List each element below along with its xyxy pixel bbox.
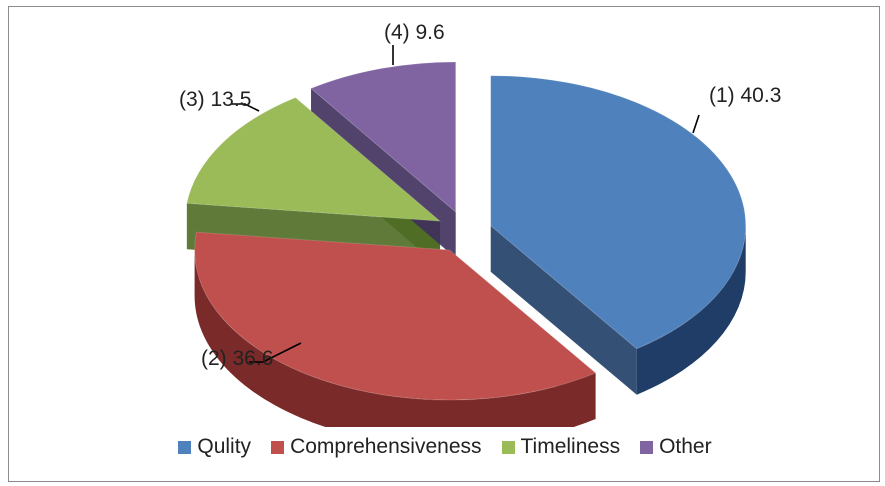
slice-cut-qulity-1 xyxy=(490,225,637,395)
slice-side-comprehensiveness xyxy=(194,250,596,427)
slice-other xyxy=(310,61,457,214)
legend-label-timeliness: Timeliness xyxy=(520,435,621,458)
slice-comprehensiveness xyxy=(194,231,597,401)
legend-label-other: Other xyxy=(659,435,712,458)
slice-qulity xyxy=(490,75,747,350)
legend-swatch-qulity xyxy=(178,440,192,454)
pie-tops xyxy=(186,61,747,401)
legend-item-qulity: Qulity xyxy=(178,435,251,459)
legend-swatch-comprehensiveness xyxy=(271,440,285,454)
data-label-timeliness: (3) 13.5 xyxy=(179,88,251,111)
legend-label-qulity: Qulity xyxy=(197,435,252,458)
slice-side-qulity xyxy=(636,225,746,395)
legend-item-timeliness: Timeliness xyxy=(501,435,621,459)
legend-item-comprehensiveness: Comprehensiveness xyxy=(271,435,482,459)
legend-swatch-other xyxy=(640,440,654,454)
data-labels: (1) 40.3 (2) 36.6 (3) 13.5 (4) 9.6 xyxy=(179,21,781,370)
leader-line-comprehensiveness xyxy=(249,342,302,363)
leader-line-qulity xyxy=(692,114,700,134)
pie-chart: (1) 40.3 (2) 36.6 (3) 13.5 (4) 9.6 xyxy=(179,21,781,427)
data-label-qulity: (1) 40.3 xyxy=(709,84,781,107)
data-label-other: (4) 9.6 xyxy=(384,21,445,44)
legend-swatch-timeliness xyxy=(501,440,515,454)
slice-timeliness xyxy=(186,97,442,222)
leader-line-timeliness xyxy=(231,103,260,112)
data-label-comprehensiveness: (2) 36.6 xyxy=(201,347,273,370)
legend-item-other: Other xyxy=(640,435,712,459)
legend-label-comprehensiveness: Comprehensiveness xyxy=(290,435,482,458)
legend: Qulity Comprehensiveness Timeliness Othe… xyxy=(9,435,881,459)
chart-frame: (1) 40.3 (2) 36.6 (3) 13.5 (4) 9.6 Qulity C… xyxy=(8,6,880,482)
